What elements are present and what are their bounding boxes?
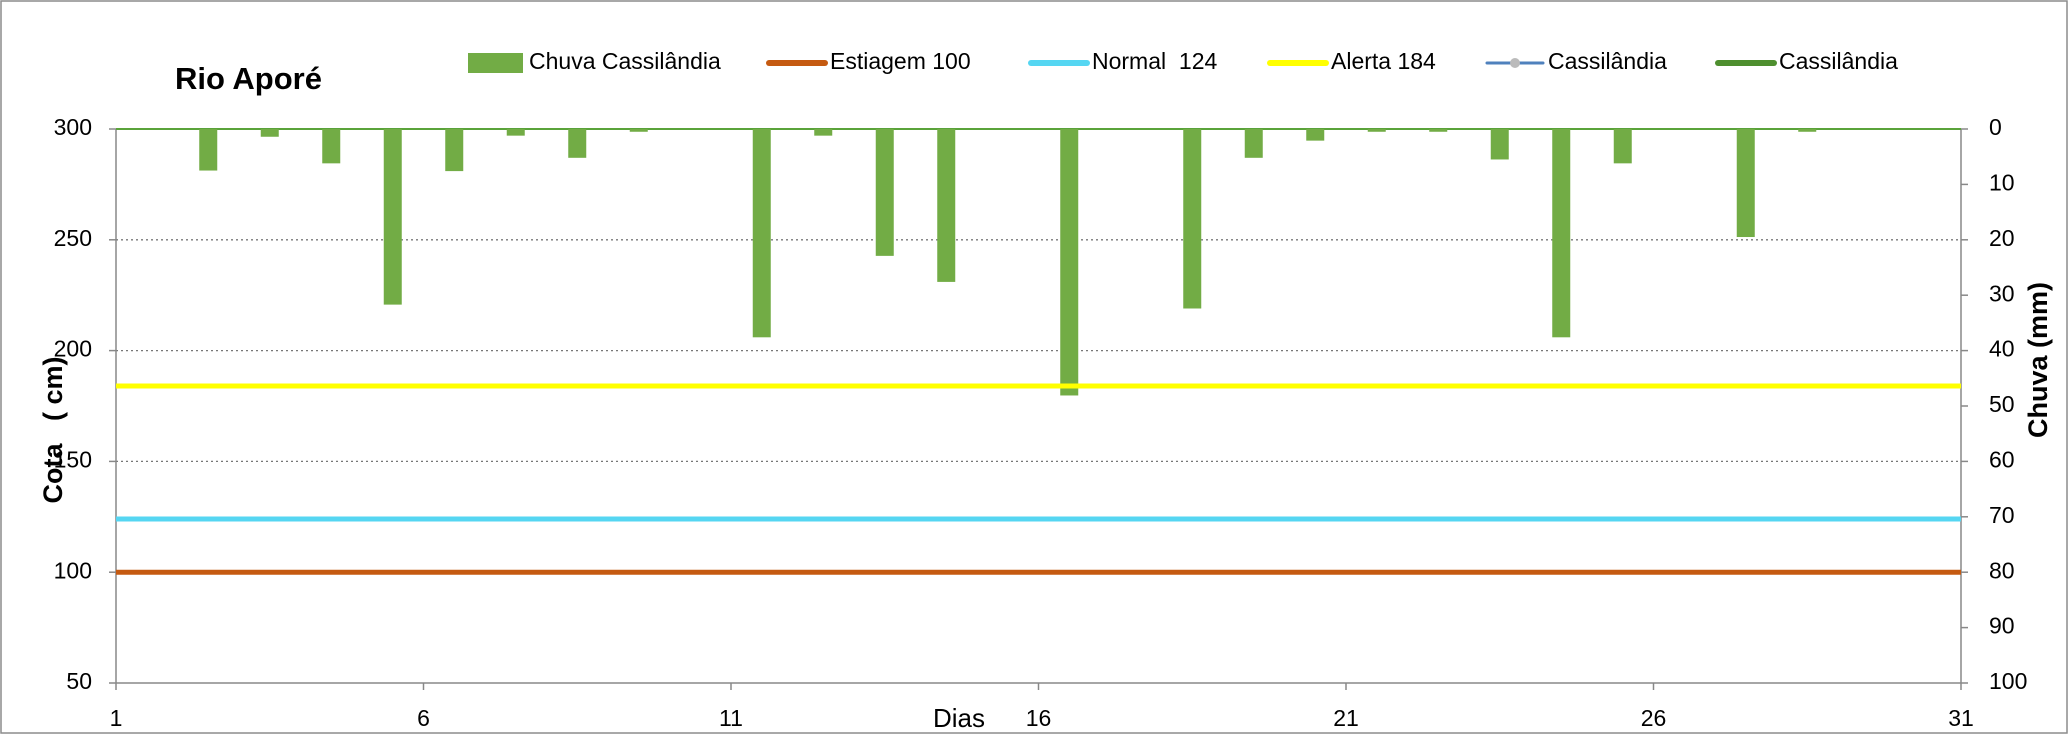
y2-tick-label: 10 bbox=[1989, 169, 2015, 195]
chart-title: Rio Aporé bbox=[175, 61, 322, 96]
y-tick-label: 50 bbox=[66, 668, 92, 694]
bar bbox=[199, 129, 218, 171]
legend-swatch bbox=[468, 53, 523, 73]
bar bbox=[1490, 129, 1509, 160]
y-tick-label: 250 bbox=[54, 225, 92, 251]
y-tick-label: 150 bbox=[54, 446, 92, 472]
legend-label: Alerta 184 bbox=[1331, 48, 1436, 74]
bar bbox=[1060, 129, 1079, 396]
x-tick-label: 16 bbox=[1026, 705, 1052, 731]
y-tick-label: 100 bbox=[54, 557, 92, 583]
y2-tick-label: 90 bbox=[1989, 613, 2015, 639]
bar bbox=[1798, 129, 1817, 132]
y2-tick-label: 50 bbox=[1989, 391, 2015, 417]
bar bbox=[568, 129, 587, 158]
bar bbox=[1367, 129, 1386, 132]
bar bbox=[629, 129, 648, 132]
y2-tick-label: 30 bbox=[1989, 280, 2015, 306]
x-tick-label: 21 bbox=[1333, 705, 1359, 731]
x-tick-label: 6 bbox=[417, 705, 430, 731]
bar bbox=[1552, 129, 1571, 338]
bar bbox=[814, 129, 833, 136]
bar bbox=[752, 129, 771, 338]
bar bbox=[1736, 129, 1755, 238]
bar bbox=[1613, 129, 1632, 164]
y-tick-label: 200 bbox=[54, 336, 92, 362]
bar bbox=[937, 129, 956, 282]
bar bbox=[383, 129, 402, 305]
y2-tick-label: 20 bbox=[1989, 225, 2015, 251]
bar bbox=[1429, 129, 1448, 132]
x-tick-label: 26 bbox=[1641, 705, 1667, 731]
x-tick-label: 11 bbox=[719, 705, 743, 731]
legend-label: Normal 124 bbox=[1092, 48, 1217, 74]
y2-tick-label: 0 bbox=[1989, 114, 2002, 140]
y-axis-title: Cota ( cm) bbox=[38, 356, 68, 503]
bar bbox=[875, 129, 894, 256]
y2-axis-title: Chuva (mm) bbox=[2023, 282, 2053, 438]
y-tick-label: 300 bbox=[54, 114, 92, 140]
legend-label: Estiagem 100 bbox=[830, 48, 971, 74]
legend-label: Cassilândia bbox=[1779, 48, 1898, 74]
bar bbox=[260, 129, 279, 137]
bar bbox=[1244, 129, 1263, 158]
legend-marker bbox=[1510, 58, 1520, 68]
y2-tick-label: 40 bbox=[1989, 336, 2015, 362]
legend-label: Cassilândia bbox=[1548, 48, 1667, 74]
x-tick-label: 31 bbox=[1948, 705, 1974, 731]
y2-tick-label: 70 bbox=[1989, 502, 2015, 528]
x-axis-title: Dias bbox=[933, 703, 985, 733]
y2-tick-label: 60 bbox=[1989, 446, 2015, 472]
x-tick-label: 1 bbox=[110, 705, 123, 731]
legend-label: Chuva Cassilândia bbox=[529, 48, 721, 74]
bar bbox=[445, 129, 464, 172]
bar bbox=[1306, 129, 1325, 141]
bar bbox=[1183, 129, 1202, 309]
y2-tick-label: 80 bbox=[1989, 557, 2015, 583]
bar bbox=[506, 129, 525, 136]
bar bbox=[322, 129, 341, 164]
y2-tick-label: 100 bbox=[1989, 668, 2027, 694]
